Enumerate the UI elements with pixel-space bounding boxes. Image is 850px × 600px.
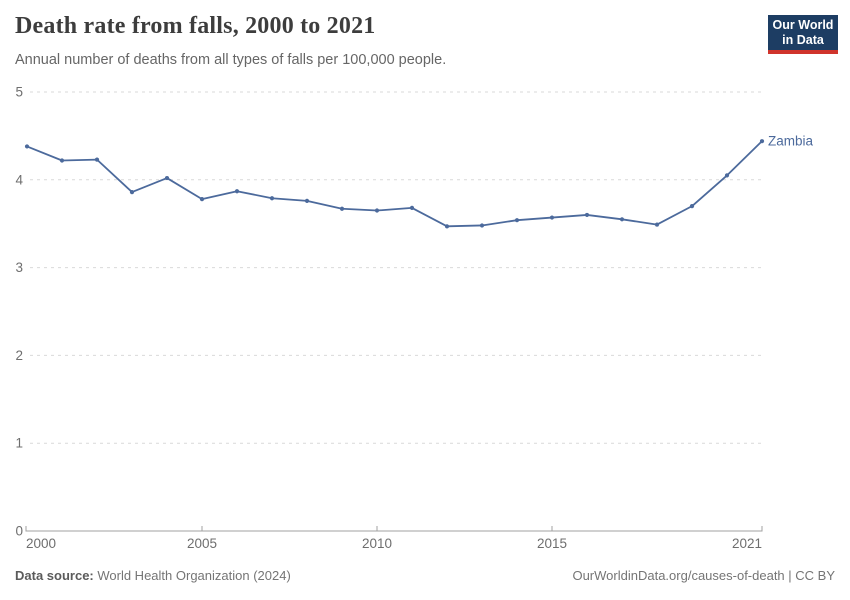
data-point[interactable]	[514, 218, 520, 223]
data-point[interactable]	[199, 197, 205, 202]
y-tick-label: 3	[15, 260, 23, 275]
data-point[interactable]	[619, 217, 625, 222]
y-tick-label: 2	[15, 348, 23, 363]
y-tick-label: 5	[15, 85, 23, 100]
data-point[interactable]	[269, 196, 275, 201]
data-point[interactable]	[479, 223, 485, 228]
data-source-label: Data source:	[15, 568, 94, 583]
data-point[interactable]	[94, 157, 100, 162]
data-point[interactable]	[339, 206, 345, 211]
series-line-zambia[interactable]	[26, 140, 763, 228]
owid-logo-line2: in Data	[782, 32, 824, 47]
x-tick-label: 2021	[732, 536, 762, 551]
data-point[interactable]	[164, 175, 170, 181]
y-tick-label: 4	[15, 172, 23, 187]
data-point[interactable]	[304, 198, 310, 203]
data-point[interactable]	[549, 215, 555, 220]
data-point[interactable]	[24, 144, 30, 149]
series-end-label[interactable]: Zambia	[768, 134, 814, 149]
data-point[interactable]	[234, 189, 240, 194]
chart-subtitle: Annual number of deaths from all types o…	[15, 52, 447, 68]
data-point[interactable]	[59, 158, 65, 163]
data-point[interactable]	[584, 212, 590, 218]
data-point[interactable]	[724, 173, 730, 178]
data-point[interactable]	[374, 208, 380, 213]
data-source-text: World Health Organization (2024)	[93, 568, 291, 583]
line-chart-canvas: 0 1 2 3 4 5 2000 2005 2010 2015 2021 Zambia	[15, 85, 814, 551]
x-tick-label: 2005	[187, 536, 217, 551]
data-point[interactable]	[444, 224, 450, 229]
data-point[interactable]	[409, 205, 415, 210]
x-tick-label: 2010	[362, 536, 392, 551]
data-point[interactable]	[129, 189, 135, 195]
data-point[interactable]	[689, 204, 695, 209]
y-tick-label: 0	[15, 524, 23, 539]
owid-logo[interactable]: Our World in Data	[768, 15, 838, 54]
y-tick-label: 1	[15, 436, 23, 451]
license-link[interactable]: OurWorldinData.org/causes-of-death | CC …	[572, 568, 835, 583]
x-tick-label: 2000	[26, 536, 56, 551]
data-source-note: Data source: World Health Organization (…	[15, 568, 291, 583]
data-point[interactable]	[759, 139, 765, 144]
owid-logo-line1: Our World	[772, 18, 834, 32]
data-point[interactable]	[654, 222, 660, 227]
x-tick-label: 2015	[537, 536, 567, 551]
page-title: Death rate from falls, 2000 to 2021	[15, 13, 376, 39]
x-axis-line	[25, 526, 763, 532]
